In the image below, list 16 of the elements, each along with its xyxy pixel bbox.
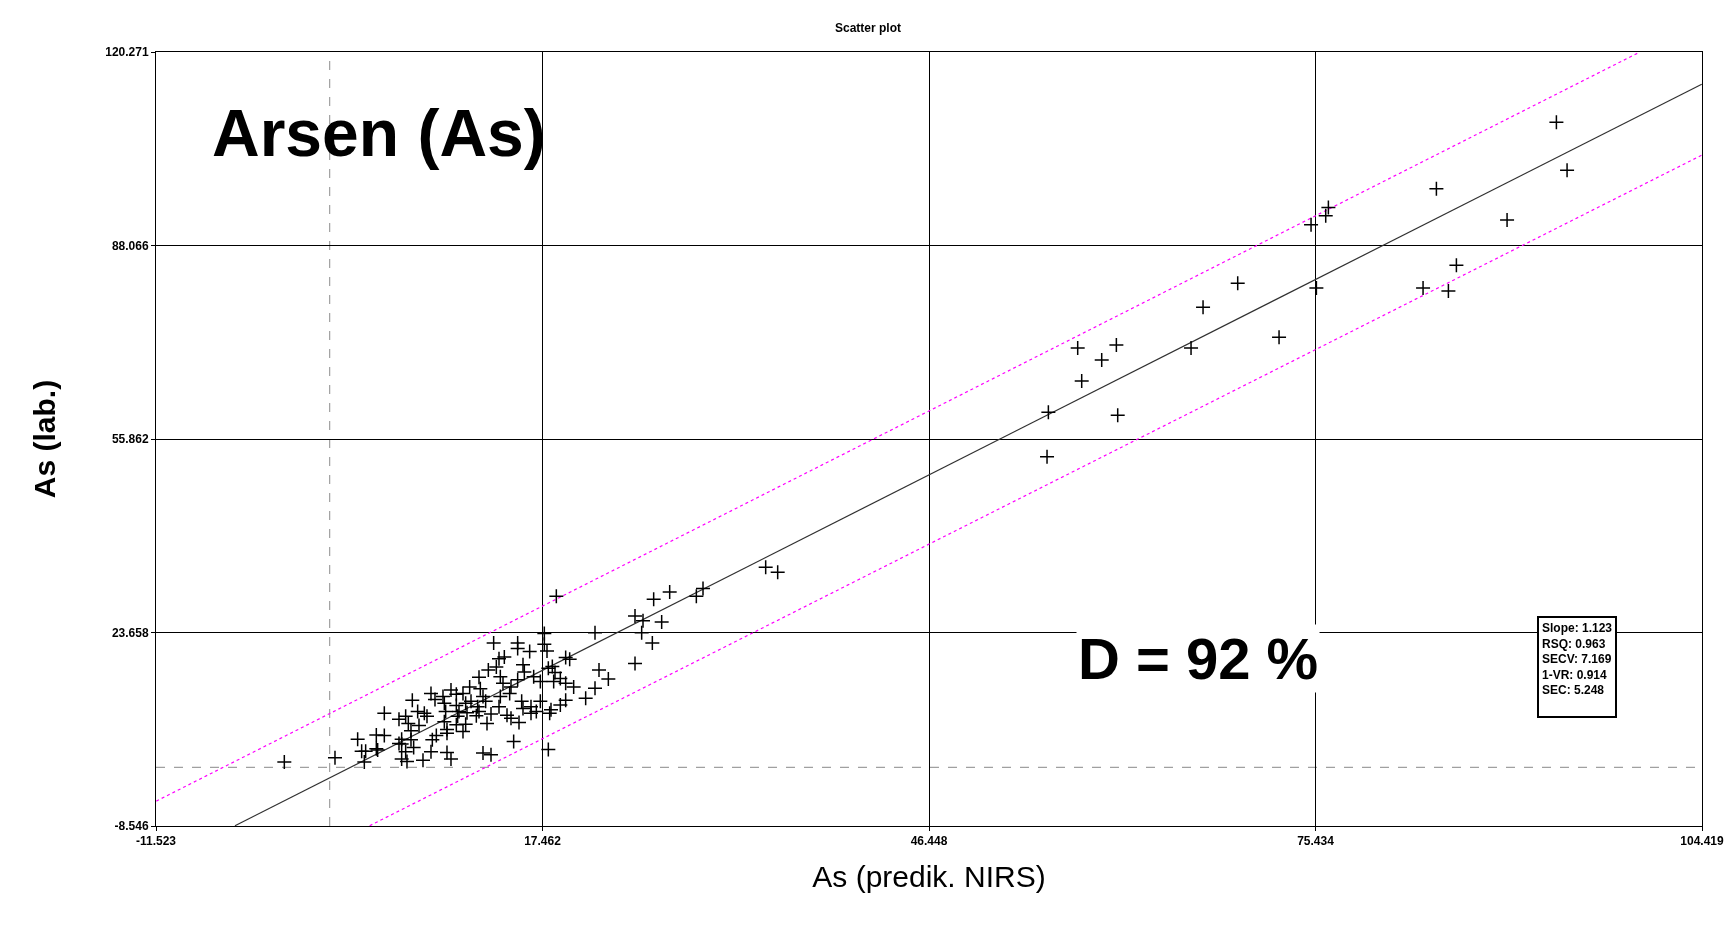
x-axis-title: As (predik. NIRS) [812, 859, 1046, 893]
chart-title: Scatter plot [834, 20, 902, 35]
annotation: Arsen (As) [212, 96, 546, 170]
y-tick-label: -8.546 [114, 819, 149, 834]
x-tick-label: 17.462 [524, 834, 562, 849]
x-tick-label: -11.523 [135, 834, 177, 849]
x-tick-label: 104.419 [1680, 834, 1725, 849]
y-tick-label: 120.271 [105, 45, 149, 60]
x-tick-label: 75.434 [1297, 834, 1335, 849]
y-axis-title: As (lab.) [28, 379, 62, 499]
y-tick-label: 23.658 [111, 625, 149, 640]
y-tick-label: 88.066 [111, 238, 149, 253]
y-tick-label: 55.862 [111, 432, 149, 447]
annotation: D = 92 % [1078, 626, 1319, 691]
annotation: Slope: 1.123 RSQ: 0.963 SECV: 7.169 1-VR: 0.914 SEC: 5.248 [1542, 621, 1613, 698]
x-tick-label: 46.448 [910, 834, 948, 849]
